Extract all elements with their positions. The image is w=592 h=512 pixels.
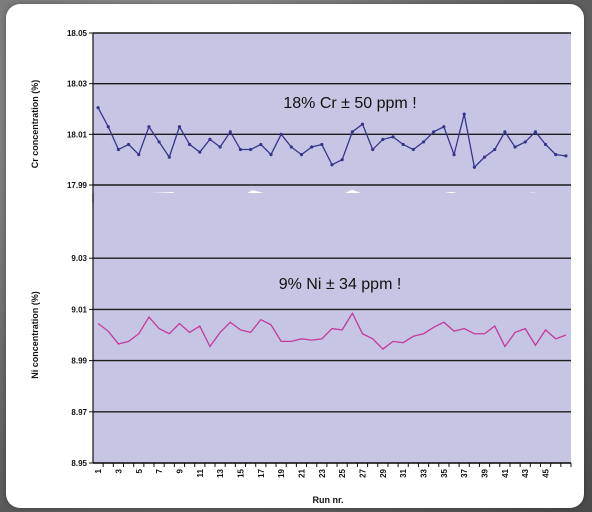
cr-data-point (391, 135, 395, 139)
cr-data-point (503, 130, 507, 134)
x-axis-title: Run nr. (313, 495, 344, 505)
x-tick-label: 25 (338, 468, 347, 477)
cr-data-point (462, 112, 466, 116)
cr-y-tick-label: 18.05 (67, 29, 88, 38)
x-tick-label: 41 (501, 468, 510, 477)
cr-data-point (259, 142, 263, 147)
cr-data-point (543, 142, 548, 147)
cr-data-point (177, 125, 182, 129)
ni-y-tick-label: 8.99 (71, 357, 87, 366)
x-tick-label: 21 (297, 468, 306, 477)
cr-data-point (299, 153, 304, 157)
cr-data-point (452, 153, 456, 157)
cr-data-point (381, 137, 385, 141)
cr-data-point (513, 145, 517, 149)
x-tick-label: 37 (460, 468, 469, 477)
cr-series-points (96, 106, 568, 169)
cr-gridlines (93, 32, 571, 186)
ni-annotation: 9% Ni ± 34 ppm ! (279, 276, 402, 293)
cr-chart-panel: 18.05 18.03 18.01 17.99 18% Cr ± 50 ppm ! (67, 29, 571, 203)
x-tick-labels: 1 3 5 7 9 11 13 15 17 19 21 23 25 27 29 31 33 35 37 39 41 43 4… (94, 468, 550, 477)
x-tick-label: 9 (175, 468, 184, 473)
cr-data-point (401, 142, 405, 147)
cr-data-point (198, 150, 202, 154)
x-tick-label: 43 (521, 468, 530, 477)
cr-data-point (523, 140, 527, 144)
cr-data-point (137, 153, 141, 157)
x-tick-label: 45 (542, 468, 551, 477)
cr-data-point (279, 132, 283, 136)
x-tick-label: 29 (379, 468, 388, 477)
x-tick-label: 31 (399, 468, 408, 477)
x-tick-label: 35 (440, 468, 449, 477)
x-tick-label: 3 (114, 468, 123, 473)
x-tick-label: 11 (196, 468, 205, 477)
axes (89, 32, 572, 467)
cr-data-point (360, 122, 365, 126)
cr-data-point (96, 106, 100, 110)
ni-y-tick-label: 8.95 (71, 459, 87, 468)
ni-y-axis-title: Ni concentration (%) (30, 291, 40, 379)
cr-data-point (157, 140, 161, 144)
cr-data-point (289, 145, 293, 149)
cr-y-tick-labels: 18.05 18.03 18.01 17.99 (67, 29, 88, 190)
ni-y-tick-label: 9.03 (71, 254, 87, 263)
x-tick-label: 19 (277, 468, 286, 477)
cr-data-point (350, 130, 354, 134)
cr-data-point (421, 140, 426, 144)
cr-data-point (188, 142, 192, 147)
cr-annotation: 18% Cr ± 50 ppm ! (283, 95, 416, 112)
cr-data-point (371, 147, 375, 152)
cr-data-point (228, 130, 232, 134)
cr-data-point (116, 147, 121, 152)
ni-y-tick-labels: 9.03 9.01 8.99 8.97 8.95 (71, 254, 87, 468)
ni-series-line (97, 311, 567, 350)
cr-data-point (554, 153, 558, 157)
x-tick-label: 15 (236, 468, 245, 477)
cr-plot-area (93, 33, 571, 203)
cr-data-point (218, 145, 222, 149)
cr-data-point (106, 125, 110, 129)
cr-data-point (330, 163, 334, 167)
x-tick-label: 7 (155, 468, 164, 473)
cr-data-point (269, 153, 273, 157)
x-tick-label: 1 (94, 468, 103, 473)
x-tick-label: 5 (135, 468, 144, 473)
cr-data-point (147, 125, 151, 129)
cr-data-point (238, 147, 243, 152)
cr-data-point (472, 165, 476, 169)
ni-y-tick-label: 9.01 (71, 305, 87, 314)
cr-data-point (533, 130, 538, 134)
x-tick-label: 33 (420, 468, 429, 477)
x-tick-label: 17 (257, 468, 266, 477)
cr-data-point (432, 130, 436, 134)
cr-y-axis-title: Cr concentration (%) (30, 80, 40, 169)
cr-y-tick-label: 18.03 (67, 80, 88, 89)
cr-data-point (310, 145, 314, 149)
ni-y-tick-label: 8.97 (71, 408, 87, 417)
cr-y-tick-label: 17.99 (67, 181, 88, 190)
cr-data-point (411, 147, 415, 152)
cr-data-point (208, 137, 212, 141)
x-tick-label: 27 (359, 468, 368, 477)
cr-data-point (493, 147, 497, 152)
cr-data-point (442, 125, 446, 129)
cr-data-point (564, 154, 568, 158)
cr-data-point (482, 155, 487, 159)
cr-data-point (126, 142, 131, 147)
cr-data-point (320, 142, 324, 147)
x-tick-label: 13 (216, 468, 225, 477)
ni-chart-panel: 9.039.018.998.978.95 1 3 5 7 9 11 13 15 17 19 21 23… (71, 193, 571, 478)
x-tick-label: 23 (318, 468, 327, 477)
cr-y-tick-label: 18.01 (67, 130, 88, 139)
cr-data-point (340, 158, 344, 162)
cr-data-point (249, 147, 253, 152)
cr-data-point (167, 155, 171, 159)
x-tick-label: 39 (481, 468, 490, 477)
